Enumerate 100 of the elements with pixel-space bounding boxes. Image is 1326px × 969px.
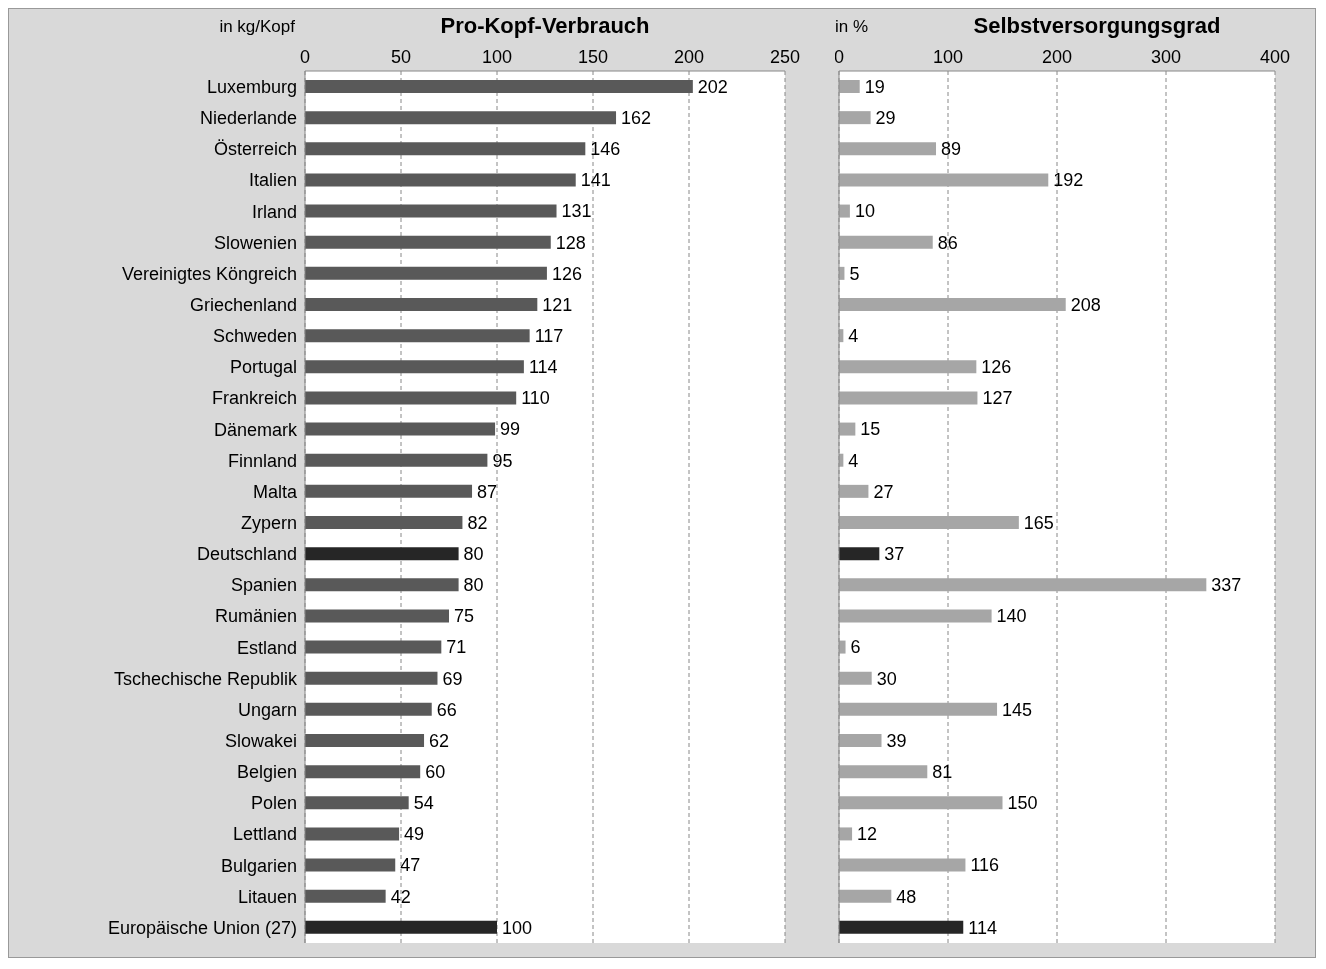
- bar: [305, 329, 530, 343]
- bar: [839, 765, 928, 779]
- bar: [305, 142, 586, 156]
- bar: [305, 827, 400, 841]
- bar: [305, 453, 488, 467]
- x-tick-label: 300: [1150, 47, 1182, 67]
- bar: [839, 111, 871, 125]
- data-label: 145: [1002, 699, 1033, 720]
- y-tick-label: Zypern: [240, 512, 297, 533]
- data-label: 71: [446, 637, 467, 658]
- x-tick-label: 100: [932, 47, 964, 67]
- bar: [305, 360, 524, 374]
- bar: [305, 702, 432, 716]
- chart-title: Selbstversorgungsgrad: [972, 13, 1222, 39]
- data-label: 99: [500, 419, 521, 440]
- y-tick-label: Finnland: [227, 450, 297, 471]
- data-label: 140: [996, 606, 1027, 627]
- data-label: 80: [463, 544, 484, 565]
- y-tick-label: Portugal: [229, 357, 297, 378]
- x-tick-label: 400: [1259, 47, 1291, 67]
- data-label: 128: [555, 232, 586, 253]
- y-tick-label: Europäische Union (27): [107, 917, 297, 938]
- data-label: 95: [492, 450, 513, 471]
- bar: [305, 173, 576, 187]
- y-tick-label: Spanien: [230, 575, 297, 596]
- data-label: 165: [1023, 512, 1054, 533]
- bar: [305, 235, 551, 249]
- data-label: 30: [876, 668, 897, 689]
- bar: [305, 298, 538, 311]
- x-axis-title: in %: [835, 17, 870, 37]
- data-label: 80: [463, 575, 484, 596]
- data-label: 75: [454, 606, 475, 627]
- data-label: 62: [429, 730, 450, 751]
- y-tick-label: Rumänien: [214, 606, 297, 627]
- bar: [839, 734, 882, 747]
- y-tick-label: Griechenland: [189, 294, 297, 315]
- bar: [839, 671, 872, 685]
- data-label: 81: [932, 762, 953, 783]
- data-label: 100: [502, 917, 533, 938]
- x-axis-title: in kg/Kopf: [218, 17, 295, 37]
- data-label: 4: [848, 326, 859, 347]
- data-label: 192: [1053, 170, 1084, 191]
- x-tick-label: 200: [1041, 47, 1073, 67]
- bar: [839, 484, 869, 498]
- data-label: 337: [1211, 575, 1242, 596]
- y-tick-label: Italien: [248, 170, 297, 191]
- x-tick-label: 250: [769, 47, 801, 67]
- bar: [305, 204, 557, 218]
- bar: [305, 640, 442, 654]
- bar: [305, 734, 425, 747]
- bar: [305, 266, 547, 280]
- bar: [839, 609, 992, 623]
- y-tick-label: Österreich: [213, 139, 297, 160]
- data-label: 110: [521, 388, 550, 409]
- bar: [839, 516, 1019, 529]
- data-label: 49: [404, 824, 425, 845]
- data-label: 47: [400, 855, 421, 876]
- data-label: 141: [580, 170, 611, 191]
- bar: [839, 702, 998, 716]
- x-tick-label: 200: [673, 47, 705, 67]
- bar: [305, 858, 396, 872]
- data-label: 117: [534, 326, 564, 347]
- data-label: 146: [590, 139, 621, 160]
- bar: [305, 609, 449, 623]
- y-tick-label: Ungarn: [237, 699, 297, 720]
- y-tick-label: Deutschland: [196, 544, 297, 565]
- bar: [305, 547, 459, 561]
- data-label: 87: [477, 481, 498, 502]
- y-tick-label: Litauen: [237, 886, 297, 907]
- x-tick-label: 0: [833, 47, 845, 67]
- y-tick-label: Luxemburg: [206, 76, 297, 97]
- bar: [839, 889, 892, 903]
- bar: [839, 298, 1066, 311]
- bar: [839, 920, 964, 934]
- y-tick-label: Bulgarien: [220, 855, 297, 876]
- data-label: 69: [442, 668, 463, 689]
- bar: [305, 889, 386, 903]
- data-label: 60: [425, 762, 446, 783]
- data-label: 121: [542, 294, 573, 315]
- x-tick-label: 150: [577, 47, 609, 67]
- bar: [305, 422, 496, 436]
- x-tick-label: 50: [390, 47, 412, 67]
- data-label: 10: [854, 201, 875, 222]
- chart-title: Pro-Kopf-Verbrauch: [439, 13, 651, 39]
- y-tick-label: Schweden: [212, 326, 297, 347]
- y-tick-label: Malta: [252, 481, 298, 502]
- data-label: 27: [873, 481, 894, 502]
- data-label: 5: [849, 263, 860, 284]
- data-label: 131: [561, 201, 592, 222]
- bar: [839, 235, 933, 249]
- bar: [305, 391, 517, 405]
- data-label: 29: [875, 108, 896, 129]
- data-label: 126: [981, 357, 1012, 378]
- y-tick-label: Niederlande: [199, 108, 297, 129]
- data-label: 15: [860, 419, 881, 440]
- data-label: 162: [621, 108, 652, 129]
- bar: [839, 578, 1207, 592]
- bar: [305, 920, 497, 934]
- data-label: 39: [886, 730, 907, 751]
- data-label: 89: [941, 139, 962, 160]
